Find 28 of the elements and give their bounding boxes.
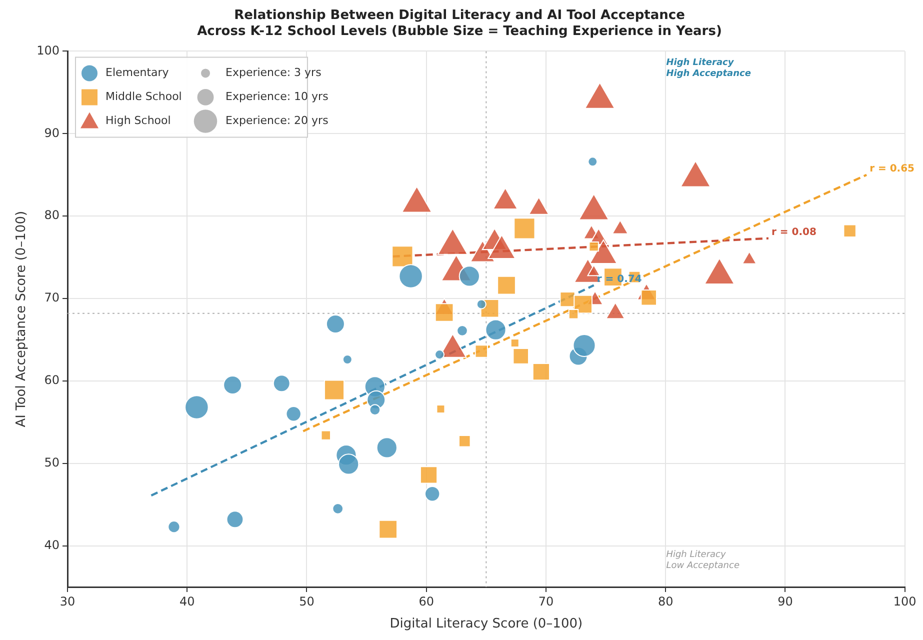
x-tick-label: 40 bbox=[179, 594, 195, 608]
x-tick-label: 50 bbox=[299, 594, 314, 608]
y-tick-label: 40 bbox=[44, 538, 60, 552]
y-axis-title: AI Tool Acceptance Score (0–100) bbox=[14, 210, 30, 428]
legend-label: Elementary bbox=[106, 66, 170, 80]
x-axis-title: Digital Literacy Score (0–100) bbox=[390, 616, 583, 632]
y-tick-label: 60 bbox=[44, 373, 60, 388]
x-tick-label: 60 bbox=[418, 594, 434, 608]
legend-label: High School bbox=[106, 114, 171, 128]
legend-label: Middle School bbox=[106, 90, 182, 104]
y-tick-label: 90 bbox=[44, 126, 60, 140]
legend-label: Experience: 3 yrs bbox=[226, 66, 322, 80]
x-tick-label: 30 bbox=[60, 594, 76, 608]
x-tick-label: 90 bbox=[778, 594, 793, 608]
x-tick-label: 100 bbox=[893, 594, 916, 608]
annotation: r = 0.65 bbox=[870, 163, 915, 174]
annotation: High Literacy High Acceptance bbox=[666, 58, 751, 80]
x-tick-label: 70 bbox=[538, 594, 554, 608]
annotation: High Literacy Low Acceptance bbox=[666, 550, 740, 571]
y-tick-label: 80 bbox=[44, 208, 60, 222]
legend-label: Experience: 20 yrs bbox=[226, 114, 329, 128]
x-tick-label: 80 bbox=[658, 594, 674, 608]
y-tick-label: 50 bbox=[44, 455, 60, 470]
chart-title: Relationship Between Digital Literacy and AI Tool Acceptance Across K-12 School Levels (Bubble Size = Teaching Experience in Years) bbox=[197, 8, 722, 39]
annotation: r = 0.08 bbox=[771, 226, 816, 238]
y-tick-label: 70 bbox=[44, 290, 60, 305]
y-tick-label: 100 bbox=[36, 43, 60, 58]
legend-label: Experience: 10 yrs bbox=[226, 90, 329, 104]
